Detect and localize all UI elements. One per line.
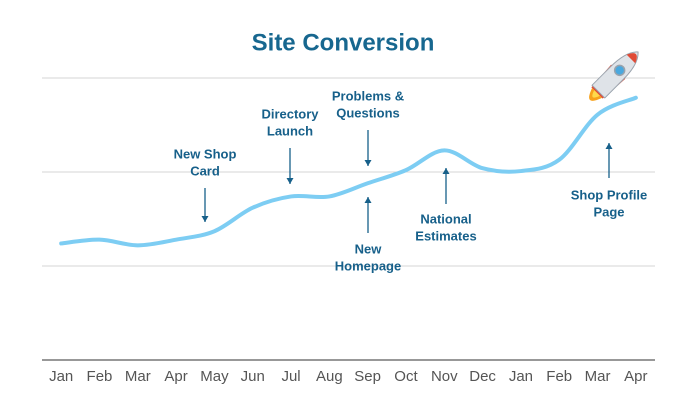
x-tick-label: Apr [624,368,647,385]
x-tick-label: Jan [49,368,73,385]
annotation-text: Estimates [415,228,476,243]
arrow-head [201,216,209,222]
line-series [59,95,638,248]
annotation-text: Questions [336,105,400,120]
x-tick-label: Dec [469,368,496,385]
arrow-head [442,168,450,174]
rocket [589,51,639,101]
x-tick-label: Mar [125,368,151,385]
x-tick-label: Sep [354,368,381,385]
chart-title: Site Conversion [252,29,435,56]
arrow-head [364,197,372,203]
x-tick-label: Apr [164,368,187,385]
annotation-text: Directory [261,106,319,121]
x-tick-label: Feb [87,368,113,385]
x-tick-label: Nov [431,368,458,385]
annotation-text: New Shop [174,146,237,161]
x-tick-label: Jul [281,368,300,385]
arrow-head [364,160,372,166]
arrow-head [605,143,613,149]
annotation-text: Shop Profile [571,187,648,202]
arrow-head [286,178,294,184]
x-tick-label: Mar [585,368,611,385]
annotation-text: Page [593,204,624,219]
x-tick-label: Jun [241,368,265,385]
annotation-text: Launch [267,123,313,138]
x-tick-label: Jan [509,368,533,385]
annotation-text: Problems & [332,88,404,103]
x-tick-label: Aug [316,368,343,385]
x-tick-label: Feb [546,368,572,385]
annotation-text: Homepage [335,258,401,273]
x-tick-label: May [200,368,229,385]
annotation-text: Card [190,163,220,178]
annotation-text: National [420,211,471,226]
annotation-text: New [355,241,383,256]
x-tick-label: Oct [394,368,418,385]
